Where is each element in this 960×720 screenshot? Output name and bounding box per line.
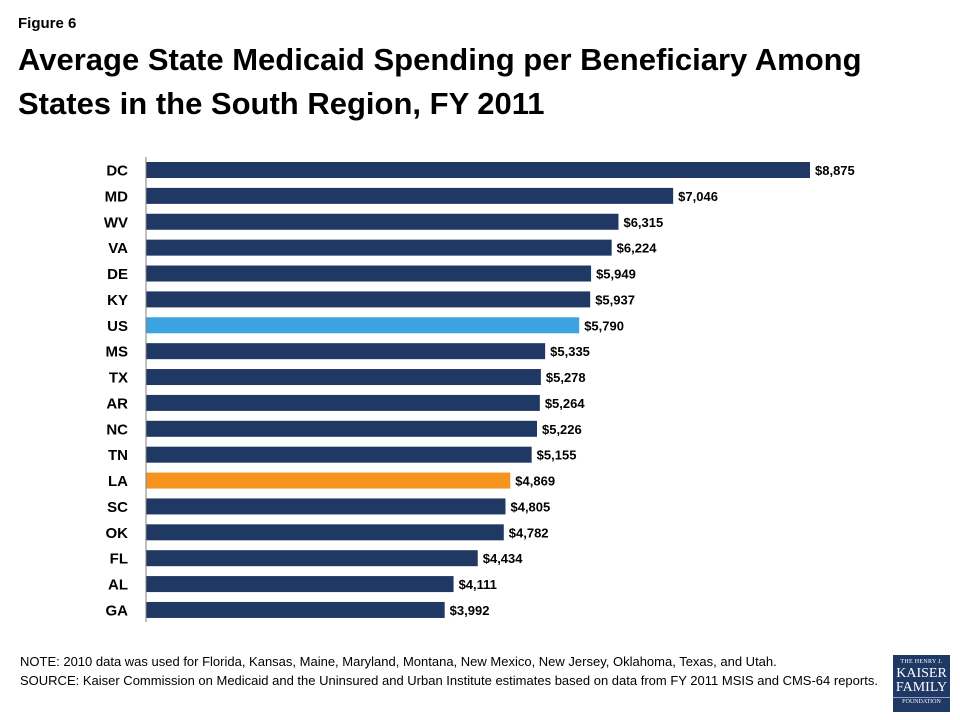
chart-title: Average State Medicaid Spending per Bene… <box>18 42 862 121</box>
logo-line4: FOUNDATION <box>893 697 950 705</box>
kff-logo: THE HENRY J. KAISER FAMILY FOUNDATION <box>893 655 950 712</box>
data-label: $4,782 <box>509 525 549 540</box>
data-label: $5,937 <box>595 292 635 307</box>
category-label: US <box>107 318 128 335</box>
data-label: $5,335 <box>550 344 590 359</box>
data-label: $4,805 <box>510 499 550 514</box>
category-label: AL <box>108 577 128 594</box>
category-label: NC <box>106 421 128 438</box>
data-label: $7,046 <box>678 189 718 204</box>
data-label: $8,875 <box>815 163 855 178</box>
category-label: MD <box>105 188 128 205</box>
bar-fl <box>146 550 478 567</box>
category-label: LA <box>108 473 128 490</box>
data-label: $4,434 <box>483 551 524 566</box>
bar-dc <box>146 162 810 178</box>
category-label: VA <box>108 240 128 257</box>
bar-sc <box>146 498 506 515</box>
bar-ky <box>146 291 591 308</box>
bar-nc <box>146 420 537 437</box>
category-label: KY <box>107 292 128 309</box>
data-label: $5,226 <box>542 422 582 437</box>
data-label: $3,992 <box>450 603 490 618</box>
note-text: NOTE: 2010 data was used for Florida, Ka… <box>20 654 777 669</box>
data-label: $4,869 <box>515 474 555 489</box>
data-label: $5,278 <box>546 370 586 385</box>
bar-md <box>146 187 674 204</box>
bar-wv <box>146 213 619 230</box>
category-label: DC <box>106 163 128 180</box>
bar-us <box>146 317 580 334</box>
data-label: $5,155 <box>537 448 577 463</box>
bar-al <box>146 576 454 593</box>
source-text: SOURCE: Kaiser Commission on Medicaid an… <box>20 673 878 688</box>
category-label: OK <box>106 525 129 542</box>
data-label: $5,790 <box>584 318 624 333</box>
bar-chart: DC $8,875 MD $7,046 WV $6,315 VA $6,224 DE $5,949… <box>104 157 855 622</box>
category-label: TN <box>108 447 128 464</box>
logo-line2: KAISER <box>896 666 947 681</box>
data-label: $6,315 <box>623 215 663 230</box>
data-label: $5,949 <box>596 267 636 282</box>
category-label: WV <box>104 214 128 231</box>
bar-ok <box>146 524 504 541</box>
bar-de <box>146 265 592 282</box>
bar-ar <box>146 394 540 411</box>
category-label: SC <box>107 499 128 516</box>
data-label: $5,264 <box>545 396 586 411</box>
data-label: $6,224 <box>617 241 658 256</box>
bar-tn <box>146 446 532 463</box>
figure-label: Figure 6 <box>18 15 77 32</box>
bar-ms <box>146 343 546 360</box>
logo-line1: THE HENRY J. <box>900 659 943 665</box>
bar-va <box>146 239 612 256</box>
bar-tx <box>146 369 541 386</box>
bar-la <box>146 472 511 489</box>
logo-line3: FAMILY <box>895 680 948 695</box>
bar-ga <box>146 601 445 618</box>
category-label: GA <box>106 602 129 619</box>
category-label: DE <box>107 266 128 283</box>
notes: NOTE: 2010 data was used for Florida, Ka… <box>20 652 880 690</box>
category-label: TX <box>109 370 128 387</box>
category-label: FL <box>110 551 128 568</box>
category-label: AR <box>106 395 128 412</box>
category-label: MS <box>106 344 129 361</box>
data-label: $4,111 <box>459 577 497 592</box>
